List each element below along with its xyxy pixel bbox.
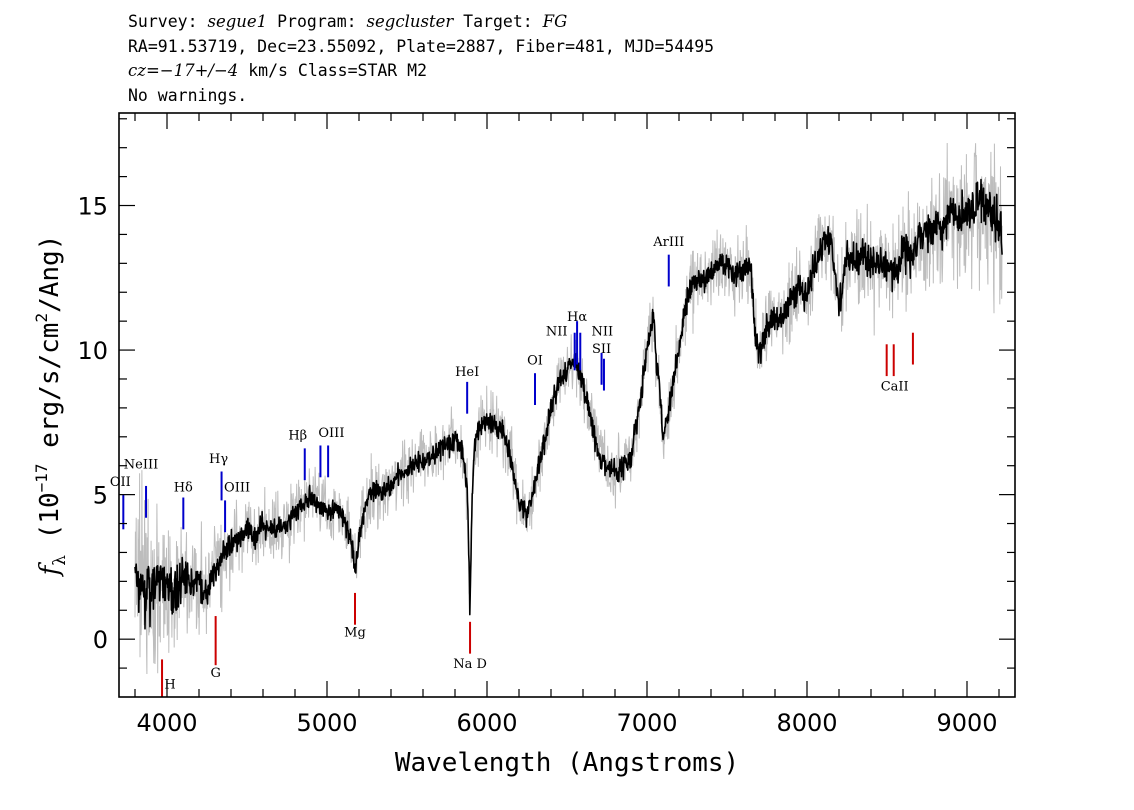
emission-line-label: OI xyxy=(527,354,543,369)
plot-frame xyxy=(118,112,1016,698)
survey-label: Survey: xyxy=(128,12,198,31)
spectrum-header: Survey: segue1 Program: segcluster Targe… xyxy=(128,10,714,108)
axis-ticks xyxy=(119,113,1015,697)
y-tick-label: 10 xyxy=(77,337,108,365)
emission-line-label: Hγ xyxy=(209,452,228,467)
emission-line-label: OIII xyxy=(318,426,344,441)
cz-label: cz xyxy=(128,61,146,80)
emission-line-label: SII xyxy=(592,342,611,357)
error-band-layer xyxy=(134,142,1003,675)
emission-line-label: Hβ xyxy=(288,429,307,444)
absorption-line-label: G xyxy=(210,666,220,681)
emission-line-label: OIII xyxy=(224,481,250,496)
x-tick-label: 6000 xyxy=(456,709,517,737)
error-series-line xyxy=(134,142,1003,675)
x-tick-label: 9000 xyxy=(936,709,997,737)
emission-line-label: Hα xyxy=(567,310,587,325)
program-value: segcluster xyxy=(366,12,454,31)
absorption-line-label: H xyxy=(164,677,175,692)
absorption-line-label: Na D xyxy=(453,657,487,672)
header-line-redshift: cz=−17+/−4 km/s Class=STAR M2 xyxy=(128,59,714,84)
program-label: Program: xyxy=(277,12,357,31)
absorption-line-label: CaII xyxy=(881,380,909,395)
emission-line-label: NII xyxy=(591,325,613,340)
y-axis-label: fλ (10−17 erg/s/cm2/Ang) xyxy=(32,235,70,578)
x-tick-label: 5000 xyxy=(296,709,357,737)
survey-value: segue1 xyxy=(207,12,268,31)
y-tick-label: 15 xyxy=(77,193,108,221)
header-line-survey: Survey: segue1 Program: segcluster Targe… xyxy=(128,10,714,35)
header-line-coordinates: RA=91.53719, Dec=23.55092, Plate=2887, F… xyxy=(128,36,715,56)
x-tick-label: 8000 xyxy=(776,709,837,737)
emission-line-label: NII xyxy=(546,325,568,340)
emission-line-label: OII xyxy=(110,475,131,490)
target-value: FG xyxy=(542,12,568,31)
emission-line-label: NeIII xyxy=(124,458,158,473)
flux-line-layer xyxy=(134,178,1003,630)
x-tick-label: 4000 xyxy=(136,709,197,737)
emission-line-label: HeI xyxy=(455,365,479,380)
x-axis-label: Wavelength (Angstroms) xyxy=(395,748,739,778)
emission-line-label: ArIII xyxy=(652,235,684,250)
axis-tick-labels: 4000 5000 6000 7000 8000 9000 0 5 10 15 xyxy=(77,193,997,737)
y-tick-label: 0 xyxy=(93,626,108,654)
absorption-line-label: Mg xyxy=(344,625,366,640)
target-label: Target: xyxy=(463,12,533,31)
header-line-warnings: No warnings. xyxy=(128,85,248,105)
y-tick-label: 5 xyxy=(93,482,108,510)
flux-series-line xyxy=(134,178,1003,630)
cz-value: =−17+/−4 xyxy=(145,61,239,80)
cz-units-class: km/s Class=STAR M2 xyxy=(248,61,428,80)
emission-line-label: Hδ xyxy=(174,481,193,496)
x-tick-label: 7000 xyxy=(616,709,677,737)
